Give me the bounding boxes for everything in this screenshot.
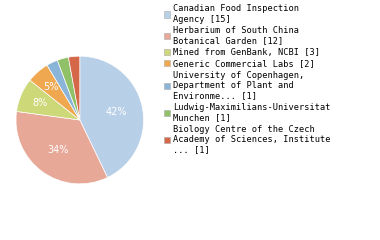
- Wedge shape: [16, 111, 108, 184]
- Text: 8%: 8%: [32, 98, 48, 108]
- Wedge shape: [57, 57, 80, 120]
- Wedge shape: [47, 60, 80, 120]
- Wedge shape: [30, 65, 80, 120]
- Text: 34%: 34%: [48, 145, 69, 155]
- Text: 5%: 5%: [44, 82, 59, 92]
- Wedge shape: [17, 80, 80, 120]
- Wedge shape: [68, 56, 80, 120]
- Wedge shape: [80, 56, 144, 178]
- Text: 42%: 42%: [105, 107, 127, 117]
- Legend: Canadian Food Inspection
Agency [15], Herbarium of South China
Botanical Garden : Canadian Food Inspection Agency [15], He…: [164, 4, 331, 155]
